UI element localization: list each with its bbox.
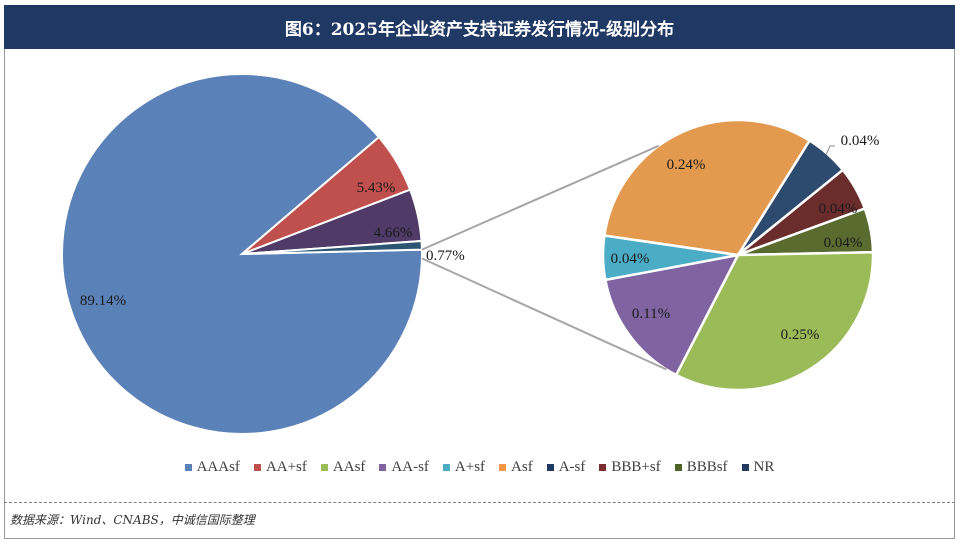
legend-swatch [499, 463, 507, 471]
secondary-slice-Asf [603, 118, 812, 257]
main-slice-AAAsf [61, 73, 423, 435]
source-divider [4, 502, 955, 503]
legend-swatch [442, 463, 450, 471]
legend-label: AA+sf [265, 458, 307, 475]
chart_data.secondary_pie-label-Asf: 0.24% [667, 157, 706, 173]
legend-label: AAAsf [196, 458, 240, 475]
legend-swatch [546, 463, 554, 471]
chart_data.secondary_pie-label-AAsf: 0.25% [781, 327, 820, 343]
secondary-slice-AA-sf-2 [603, 253, 741, 377]
chart_data.main_pie-label-AA+sf: 5.43% [357, 180, 396, 196]
chart-title: 图6：2025年企业资产支持证券发行情况-级别分布 [284, 19, 675, 40]
legend-label: A+sf [454, 458, 486, 475]
legend-swatch [253, 463, 261, 471]
legend-label: AAsf [332, 458, 366, 475]
legend-item: BBBsf [674, 458, 728, 476]
chart_data.main_pie-label-AAAsf: 89.14% [80, 293, 126, 309]
source-note: 数据来源：Wind、CNABS，中诚信国际整理 [10, 513, 255, 527]
legend-label: BBBsf [686, 458, 728, 475]
legend-item: NR [741, 458, 775, 476]
legend-item: A-sf [546, 458, 586, 476]
legend-item: A+sf [442, 458, 486, 476]
legend-swatch [379, 463, 387, 471]
legend-label: Asf [511, 458, 533, 475]
legend-item: AA+sf [253, 458, 307, 476]
legend-swatch [184, 463, 192, 471]
legend-swatch [741, 463, 749, 471]
legend-item: AA-sf [379, 459, 429, 476]
legend-swatch [674, 463, 682, 471]
connector-line-top [421, 144, 660, 251]
secondary-slice-AAsf [674, 250, 875, 392]
legend-item: AAAsf [184, 458, 240, 476]
nr-leader-line [825, 145, 835, 156]
chart_data.main_pie-label-AA-sf: 4.66% [374, 225, 413, 241]
chart_data.main_pie-label-other: 0.77% [426, 248, 465, 264]
chart_data.secondary_pie-label-NR: 0.04% [841, 133, 880, 149]
chart-title-bar: 图6：2025年企业资产支持证券发行情况-级别分布 [4, 5, 955, 49]
legend-item: Asf [499, 459, 533, 476]
legend-item: BBB+sf [599, 458, 661, 476]
chart_data.secondary_pie-label-BBB+sf: 0.04% [819, 201, 858, 217]
legend-label: AA-sf [391, 458, 429, 475]
legend-label: BBB+sf [611, 458, 661, 475]
chart_data.secondary_pie-label-A+sf: 0.04% [611, 251, 650, 267]
legend-item: AAsf [320, 458, 366, 476]
legend-label: A-sf [558, 458, 586, 475]
chart-legend: AAAsf AA+sf AAsf AA-sf A+sf Asf A-sf BBB+sf BBBs… [0, 457, 959, 477]
chart_data.secondary_pie-label-AA-sf-2: 0.11% [632, 306, 670, 322]
chart_data.secondary_pie-label-BBBsf: 0.04% [824, 235, 863, 251]
legend-swatch [320, 463, 328, 471]
legend-label: NR [753, 458, 775, 475]
connector-line-bottom [421, 257, 667, 371]
legend-swatch [599, 463, 607, 471]
